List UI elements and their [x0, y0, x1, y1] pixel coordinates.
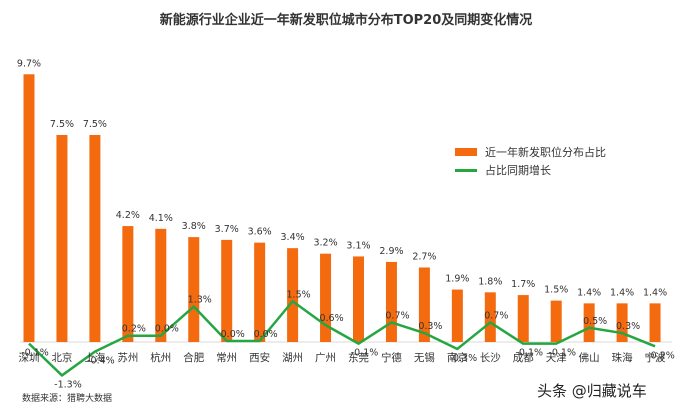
legend-item-line: 占比同期增长	[455, 161, 606, 179]
bar-西安	[254, 242, 266, 342]
watermark: 头条 @归藏说车	[537, 382, 647, 400]
legend-label-bars: 近一年新发职位分布占比	[485, 146, 606, 159]
bar-value-label: 1.4%	[643, 287, 667, 298]
x-tick-label: 合肥	[183, 351, 204, 364]
legend-item-bars: 近一年新发职位分布占比	[455, 143, 606, 161]
bar-value-label: 3.8%	[182, 221, 206, 232]
bar-天津	[550, 300, 562, 342]
x-tick-label: 东莞	[348, 351, 369, 364]
bar-value-label: 4.1%	[149, 213, 173, 224]
bar-series: 9.7% 7.5% 7.5% 4.2% 4.1% 3.8% 3.7% 3.6% 3.4% 3.2%…	[17, 58, 672, 343]
growth-value-label: -0.1%	[21, 348, 49, 359]
bar-value-label: 1.8%	[478, 276, 502, 287]
growth-value-label: -0.1%	[548, 348, 576, 359]
growth-value-label: -0.1%	[515, 348, 543, 359]
growth-value-label: 0.3%	[418, 321, 442, 332]
growth-value-label: 0.0%	[254, 329, 278, 340]
bar-value-label: 9.7%	[17, 58, 41, 69]
bar-合肥	[188, 237, 200, 342]
bar-无锡	[418, 267, 430, 342]
bar-杭州	[155, 228, 167, 342]
legend-swatch-line	[455, 168, 477, 172]
bar-苏州	[122, 226, 134, 342]
bar-value-label: 1.4%	[577, 287, 601, 298]
bar-宁德	[385, 261, 397, 342]
bar-value-label: 1.4%	[610, 287, 634, 298]
growth-value-label: 0.6%	[319, 313, 343, 324]
bar-长沙	[484, 292, 496, 342]
growth-value-label: 1.5%	[287, 289, 311, 300]
bar-东莞	[353, 256, 364, 342]
bar-value-label: 1.7%	[511, 279, 535, 290]
growth-value-label: 0.5%	[583, 316, 607, 327]
bar-南京	[451, 289, 463, 342]
x-tick-label: 广州	[315, 352, 336, 364]
x-axis-labels: 深圳 北京 上海 苏州 杭州 合肥 常州 西安 湖州 广州 东莞 宁德 无锡 南京 长沙 成都 天津 佛山 珠海 宁波	[19, 351, 667, 364]
x-tick-label: 深圳	[19, 352, 40, 364]
bar-value-label: 3.7%	[215, 224, 239, 235]
x-tick-label: 佛山	[579, 351, 600, 364]
growth-value-label: -0.1%	[351, 348, 379, 359]
growth-line-series: -0.1% -1.3% -0.4% 0.2% 0.0% 1.3% 0.0% 0.0% 1.5% 0…	[21, 289, 675, 390]
bar-value-label: 7.5%	[83, 119, 107, 130]
bar-珠海	[616, 303, 628, 342]
x-tick-label: 常州	[216, 351, 237, 364]
growth-value-label: 1.3%	[188, 295, 212, 306]
x-tick-label: 杭州	[150, 351, 171, 364]
bar-value-label: 4.2%	[116, 210, 140, 221]
growth-value-label: -1.3%	[54, 379, 82, 390]
legend-swatch-bar	[455, 148, 477, 156]
bar-value-label: 3.4%	[281, 232, 305, 243]
x-tick-label: 苏州	[117, 351, 138, 364]
x-tick-label: 南京	[447, 351, 468, 364]
x-tick-label: 长沙	[480, 352, 501, 364]
x-tick-label: 上海	[84, 351, 105, 364]
x-tick-label: 北京	[51, 351, 72, 364]
x-tick-label: 湖州	[282, 352, 303, 364]
x-tick-label: 宁德	[381, 351, 402, 364]
growth-line	[28, 300, 656, 377]
bar-宁波	[649, 303, 661, 342]
bar-value-label: 1.5%	[544, 285, 568, 296]
bar-常州	[221, 239, 233, 342]
x-tick-label: 珠海	[612, 351, 633, 364]
bar-广州	[320, 253, 332, 342]
legend-label-line: 占比同期增长	[485, 164, 551, 177]
chart-title: 新能源行业企业近一年新发职位城市分布TOP20及同期变化情况	[159, 13, 533, 28]
growth-value-label: 0.3%	[616, 321, 640, 332]
bar-湖州	[287, 248, 299, 342]
bar-北京	[56, 135, 68, 342]
x-tick-label: 天津	[546, 352, 567, 364]
bar-value-label: 3.1%	[346, 240, 370, 251]
bar-佛山	[583, 303, 595, 342]
bar-value-label: 1.9%	[445, 274, 469, 285]
bar-value-label: 3.6%	[248, 227, 272, 238]
bar-上海	[89, 135, 101, 342]
x-tick-label: 成都	[513, 352, 534, 364]
bar-成都	[517, 295, 529, 342]
growth-value-label: 0.7%	[484, 310, 508, 321]
data-source-note: 数据来源：猎聘大数据	[22, 394, 113, 404]
bar-深圳	[23, 74, 35, 342]
x-tick-label: 无锡	[414, 351, 435, 364]
bar-value-label: 2.7%	[412, 251, 436, 262]
bar-value-label: 2.9%	[379, 246, 403, 257]
growth-value-label: 0.2%	[122, 324, 146, 335]
bar-value-label: 7.5%	[50, 119, 74, 130]
x-tick-label: 宁波	[645, 351, 666, 364]
growth-value-label: -0.2%	[647, 350, 675, 361]
x-tick-label: 西安	[249, 351, 270, 364]
bar-value-label: 3.2%	[313, 238, 337, 249]
growth-value-label: 0.7%	[385, 310, 409, 321]
growth-value-label: 0.0%	[221, 329, 245, 340]
growth-value-label: -0.4%	[87, 356, 115, 367]
growth-value-label: -0.3%	[450, 353, 478, 364]
legend: 近一年新发职位分布占比 占比同期增长	[455, 143, 606, 179]
growth-value-label: 0.0%	[155, 324, 179, 335]
